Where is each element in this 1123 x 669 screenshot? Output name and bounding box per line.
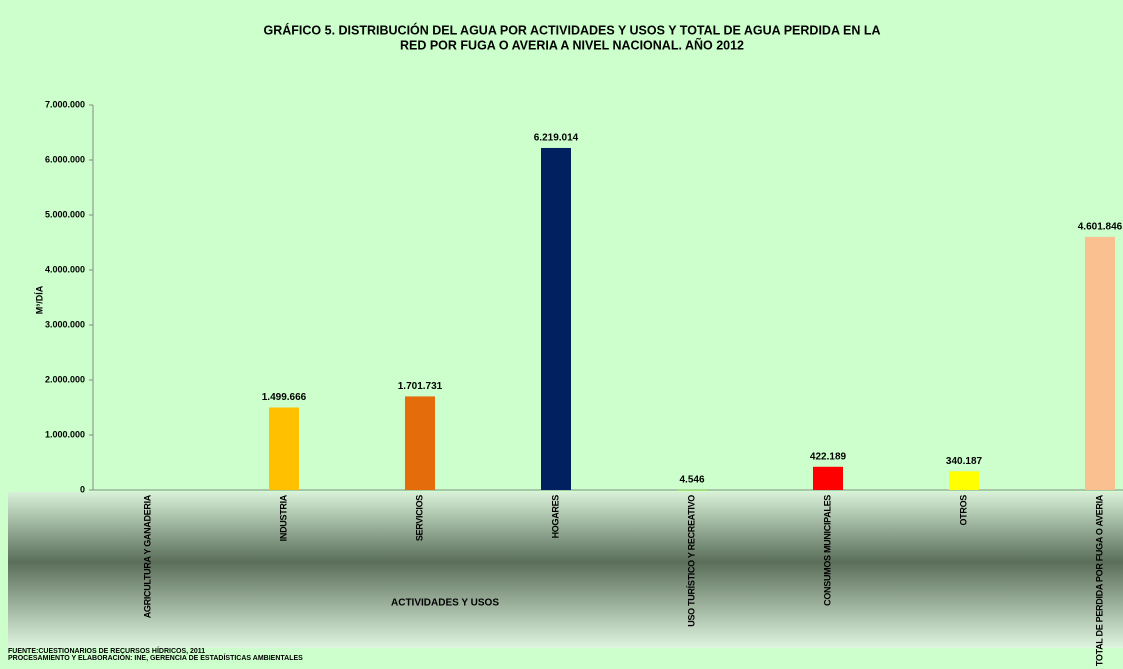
source: PROCESAMIENTO Y ELABORACIÓN: INE, GERENC… bbox=[8, 653, 303, 662]
x-tick-label: CONSUMOS MUNICIPALES bbox=[822, 495, 832, 606]
category-band bbox=[8, 492, 1123, 648]
bar bbox=[269, 407, 299, 490]
y-axis-title: M³/DÍA bbox=[34, 285, 44, 314]
x-tick-label: SERVICIOS bbox=[414, 495, 424, 541]
y-tick-label: 7.000.000 bbox=[45, 99, 85, 109]
y-tick-label: 5.000.000 bbox=[45, 209, 85, 219]
bar bbox=[949, 471, 979, 490]
chart-title: RED POR FUGA O AVERIA A NIVEL NACIONAL. … bbox=[400, 37, 744, 52]
y-tick-label: 4.000.000 bbox=[45, 264, 85, 274]
x-tick-label: USO TURÍSTICO Y RECREATIVO bbox=[686, 495, 696, 627]
bar bbox=[541, 147, 571, 490]
x-tick-label: HOGARES bbox=[550, 495, 560, 539]
data-label: 4.601.846 bbox=[1078, 222, 1123, 233]
y-tick-label: 2.000.000 bbox=[45, 374, 85, 384]
bar bbox=[405, 396, 435, 490]
x-axis-title: ACTIVIDADES Y USOS bbox=[391, 598, 499, 609]
x-tick-label: OTROS bbox=[958, 495, 968, 526]
x-tick-label: INDUSTRIA bbox=[278, 494, 288, 541]
data-label: 6.219.014 bbox=[534, 133, 579, 144]
data-label: 4.546 bbox=[679, 474, 704, 485]
data-label: 1.499.666 bbox=[262, 392, 307, 403]
y-tick-label: 1.000.000 bbox=[45, 429, 85, 439]
data-label: 1.701.731 bbox=[398, 381, 443, 392]
x-tick-label: TOTAL DE PERDIDA POR FUGA O AVERIA bbox=[1094, 494, 1104, 666]
chart-title: GRÁFICO 5. DISTRIBUCIÓN DEL AGUA POR ACT… bbox=[264, 22, 881, 37]
data-label: 340.187 bbox=[946, 456, 983, 467]
y-tick-label: 3.000.000 bbox=[45, 319, 85, 329]
bar bbox=[1085, 236, 1115, 490]
bar bbox=[813, 466, 843, 490]
bar bbox=[677, 489, 707, 491]
y-tick-label: 6.000.000 bbox=[45, 154, 85, 164]
y-tick-label: 0 bbox=[80, 484, 85, 494]
x-tick-label: AGRICULTURA Y GANADERIA bbox=[142, 494, 152, 618]
data-label: 422.189 bbox=[810, 451, 847, 462]
source: FUENTE:CUESTIONARIOS DE RECURSOS HÍDRICO… bbox=[8, 646, 205, 655]
